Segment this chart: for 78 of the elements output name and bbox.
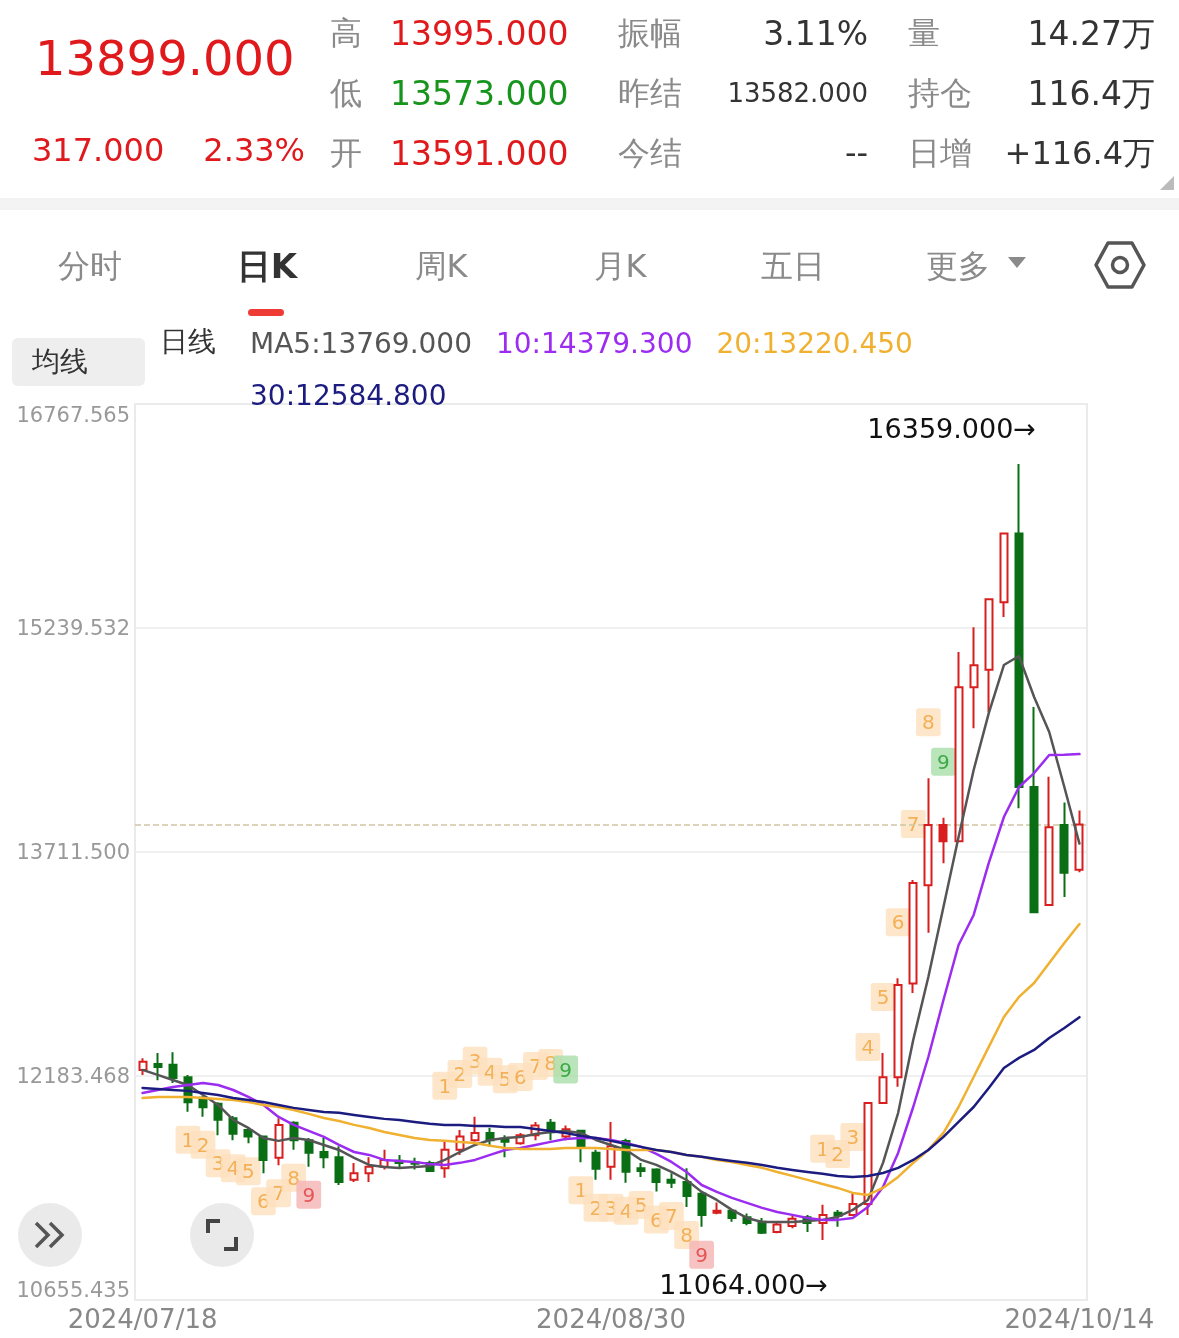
text: 7 bbox=[272, 1181, 285, 1206]
text: 更多 bbox=[926, 247, 990, 285]
text: 2 bbox=[589, 1195, 603, 1220]
text: 8 bbox=[287, 1165, 301, 1190]
text: 量 bbox=[908, 14, 940, 52]
text: 6 bbox=[649, 1207, 663, 1232]
text: 分时 bbox=[58, 247, 122, 285]
text: +116.4万 bbox=[1004, 134, 1155, 172]
text: MA5:13769.000 bbox=[250, 326, 472, 360]
text: 8 bbox=[921, 710, 935, 735]
text: 9 bbox=[302, 1182, 316, 1207]
text: 昨结 bbox=[618, 74, 682, 112]
text: 9 bbox=[937, 749, 950, 774]
y-tick-label: 13711.500 bbox=[16, 840, 130, 864]
text: 3 bbox=[846, 1125, 860, 1150]
text: 日K bbox=[236, 246, 298, 286]
text: 13573.000 bbox=[390, 73, 569, 113]
annotation: 16359.000→ bbox=[867, 412, 1036, 444]
text: 3 bbox=[604, 1195, 618, 1220]
text: 9 bbox=[559, 1057, 573, 1082]
text: 2 bbox=[831, 1141, 845, 1166]
text: 7 bbox=[665, 1203, 678, 1228]
text: 2.33% bbox=[203, 131, 305, 169]
text: 1 bbox=[181, 1127, 195, 1152]
y-tick-label: 12183.468 bbox=[16, 1064, 130, 1088]
text: 1 bbox=[816, 1136, 829, 1161]
text: 13995.000 bbox=[390, 13, 569, 53]
text: 1 bbox=[574, 1178, 588, 1203]
text: 月K bbox=[593, 247, 647, 285]
text: 5 bbox=[498, 1067, 512, 1092]
text: 高 bbox=[330, 14, 362, 52]
y-tick-label: 16767.565 bbox=[16, 402, 130, 427]
annotation: 11064.000→ bbox=[659, 1268, 828, 1300]
text: 2 bbox=[453, 1062, 467, 1087]
text: 116.4万 bbox=[1027, 73, 1155, 113]
text: 9 bbox=[695, 1242, 709, 1267]
text: 今结 bbox=[618, 134, 682, 172]
text: 30:12584.800 bbox=[250, 378, 447, 412]
text: 开 bbox=[330, 134, 362, 172]
text: 4 bbox=[483, 1059, 497, 1084]
y-tick-label: 10655.435 bbox=[16, 1277, 130, 1302]
text: 5 bbox=[241, 1159, 255, 1184]
text: 日增 bbox=[908, 134, 972, 172]
text: 6 bbox=[891, 910, 905, 935]
text: 4 bbox=[861, 1034, 875, 1059]
text: 3 bbox=[211, 1151, 225, 1176]
text: 4 bbox=[226, 1156, 240, 1181]
text: 1 bbox=[438, 1073, 452, 1098]
text: 低 bbox=[330, 74, 362, 112]
text: 2 bbox=[196, 1132, 210, 1157]
text: 4 bbox=[619, 1198, 633, 1223]
text: 日线 bbox=[160, 325, 216, 358]
text: 周K bbox=[414, 247, 468, 285]
text: 13899.000 bbox=[35, 30, 295, 86]
x-tick-label: 2024/08/30 bbox=[536, 1304, 686, 1334]
text: -- bbox=[844, 134, 868, 172]
text: 3 bbox=[468, 1048, 482, 1073]
text: 20:13220.450 bbox=[716, 326, 913, 360]
x-tick-label: 2024/07/18 bbox=[67, 1304, 218, 1334]
text: 振幅 bbox=[618, 14, 682, 52]
text: 7 bbox=[529, 1053, 542, 1078]
text: 8 bbox=[680, 1222, 693, 1247]
text: 317.000 bbox=[32, 131, 165, 169]
text: 14.27万 bbox=[1027, 13, 1155, 53]
x-tick-label: 2024/10/14 bbox=[1004, 1304, 1155, 1334]
text: 五日 bbox=[761, 247, 825, 285]
text: 10:14379.300 bbox=[495, 326, 693, 360]
text: 6 bbox=[513, 1064, 527, 1089]
text: 13591.000 bbox=[390, 133, 569, 173]
text: 3.11% bbox=[763, 13, 868, 53]
text: 7 bbox=[906, 812, 920, 837]
text: 持仓 bbox=[908, 74, 972, 112]
y-tick-label: 15239.532 bbox=[16, 616, 130, 640]
text: 均线 bbox=[32, 345, 88, 378]
text: 13582.000 bbox=[727, 78, 868, 108]
text: 5 bbox=[634, 1192, 648, 1217]
text: 5 bbox=[876, 985, 890, 1010]
text: 6 bbox=[257, 1189, 270, 1214]
